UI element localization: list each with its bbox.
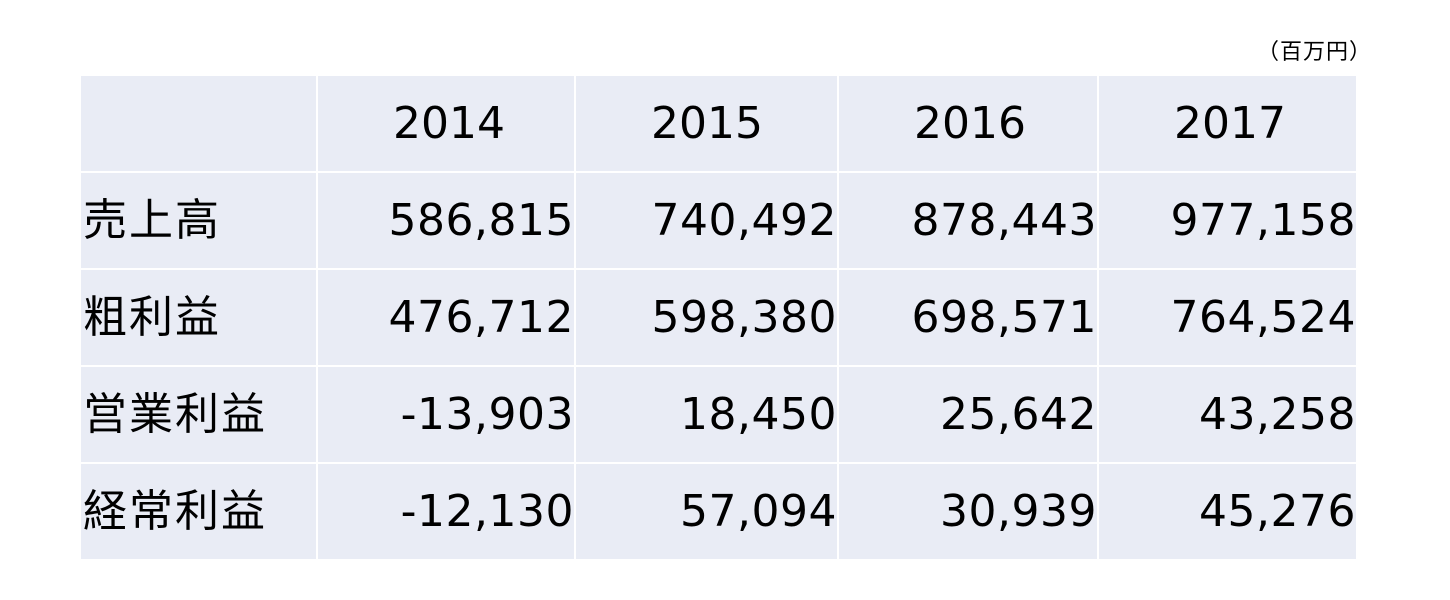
table-cell: 45,276 (1097, 462, 1356, 559)
header-cell-2015: 2015 (574, 76, 839, 173)
table-cell: 30,939 (837, 462, 1099, 559)
header-year: 2014 (393, 97, 505, 149)
table-row: 経常利益 -12,130 57,094 30,939 45,276 (81, 462, 1356, 559)
header-cell-2017: 2017 (1097, 76, 1356, 173)
table-cell: 698,571 (837, 268, 1099, 367)
table-row: 粗利益 476,712 598,380 698,571 764,524 (81, 268, 1356, 367)
table-cell: 764,524 (1097, 268, 1356, 367)
row-label: 経常利益 (81, 462, 318, 559)
table-cell: -12,130 (316, 462, 576, 559)
table-cell: 740,492 (574, 171, 839, 270)
unit-note: （百万円） (1256, 40, 1372, 65)
row-label: 売上高 (81, 171, 318, 270)
table-cell: 476,712 (316, 268, 576, 367)
header-cell-corner (81, 76, 318, 173)
header-cell-2016: 2016 (837, 76, 1099, 173)
header-year: 2016 (914, 97, 1026, 149)
header-year: 2017 (1174, 97, 1286, 149)
financial-table: 2014 2015 2016 2017 売上高 586,815 740,492 … (81, 76, 1356, 559)
table-row: 営業利益 -13,903 18,450 25,642 43,258 (81, 365, 1356, 464)
table-cell: 25,642 (837, 365, 1099, 464)
table-cell: -13,903 (316, 365, 576, 464)
row-label: 粗利益 (81, 268, 318, 367)
table-cell: 586,815 (316, 171, 576, 270)
header-year: 2015 (651, 97, 763, 149)
table-cell: 977,158 (1097, 171, 1356, 270)
table-cell: 878,443 (837, 171, 1099, 270)
row-label: 営業利益 (81, 365, 318, 464)
header-row: 2014 2015 2016 2017 (81, 76, 1356, 173)
table-row: 売上高 586,815 740,492 878,443 977,158 (81, 171, 1356, 270)
table-cell: 18,450 (574, 365, 839, 464)
header-cell-2014: 2014 (316, 76, 576, 173)
table-cell: 43,258 (1097, 365, 1356, 464)
table-cell: 57,094 (574, 462, 839, 559)
table-cell: 598,380 (574, 268, 839, 367)
